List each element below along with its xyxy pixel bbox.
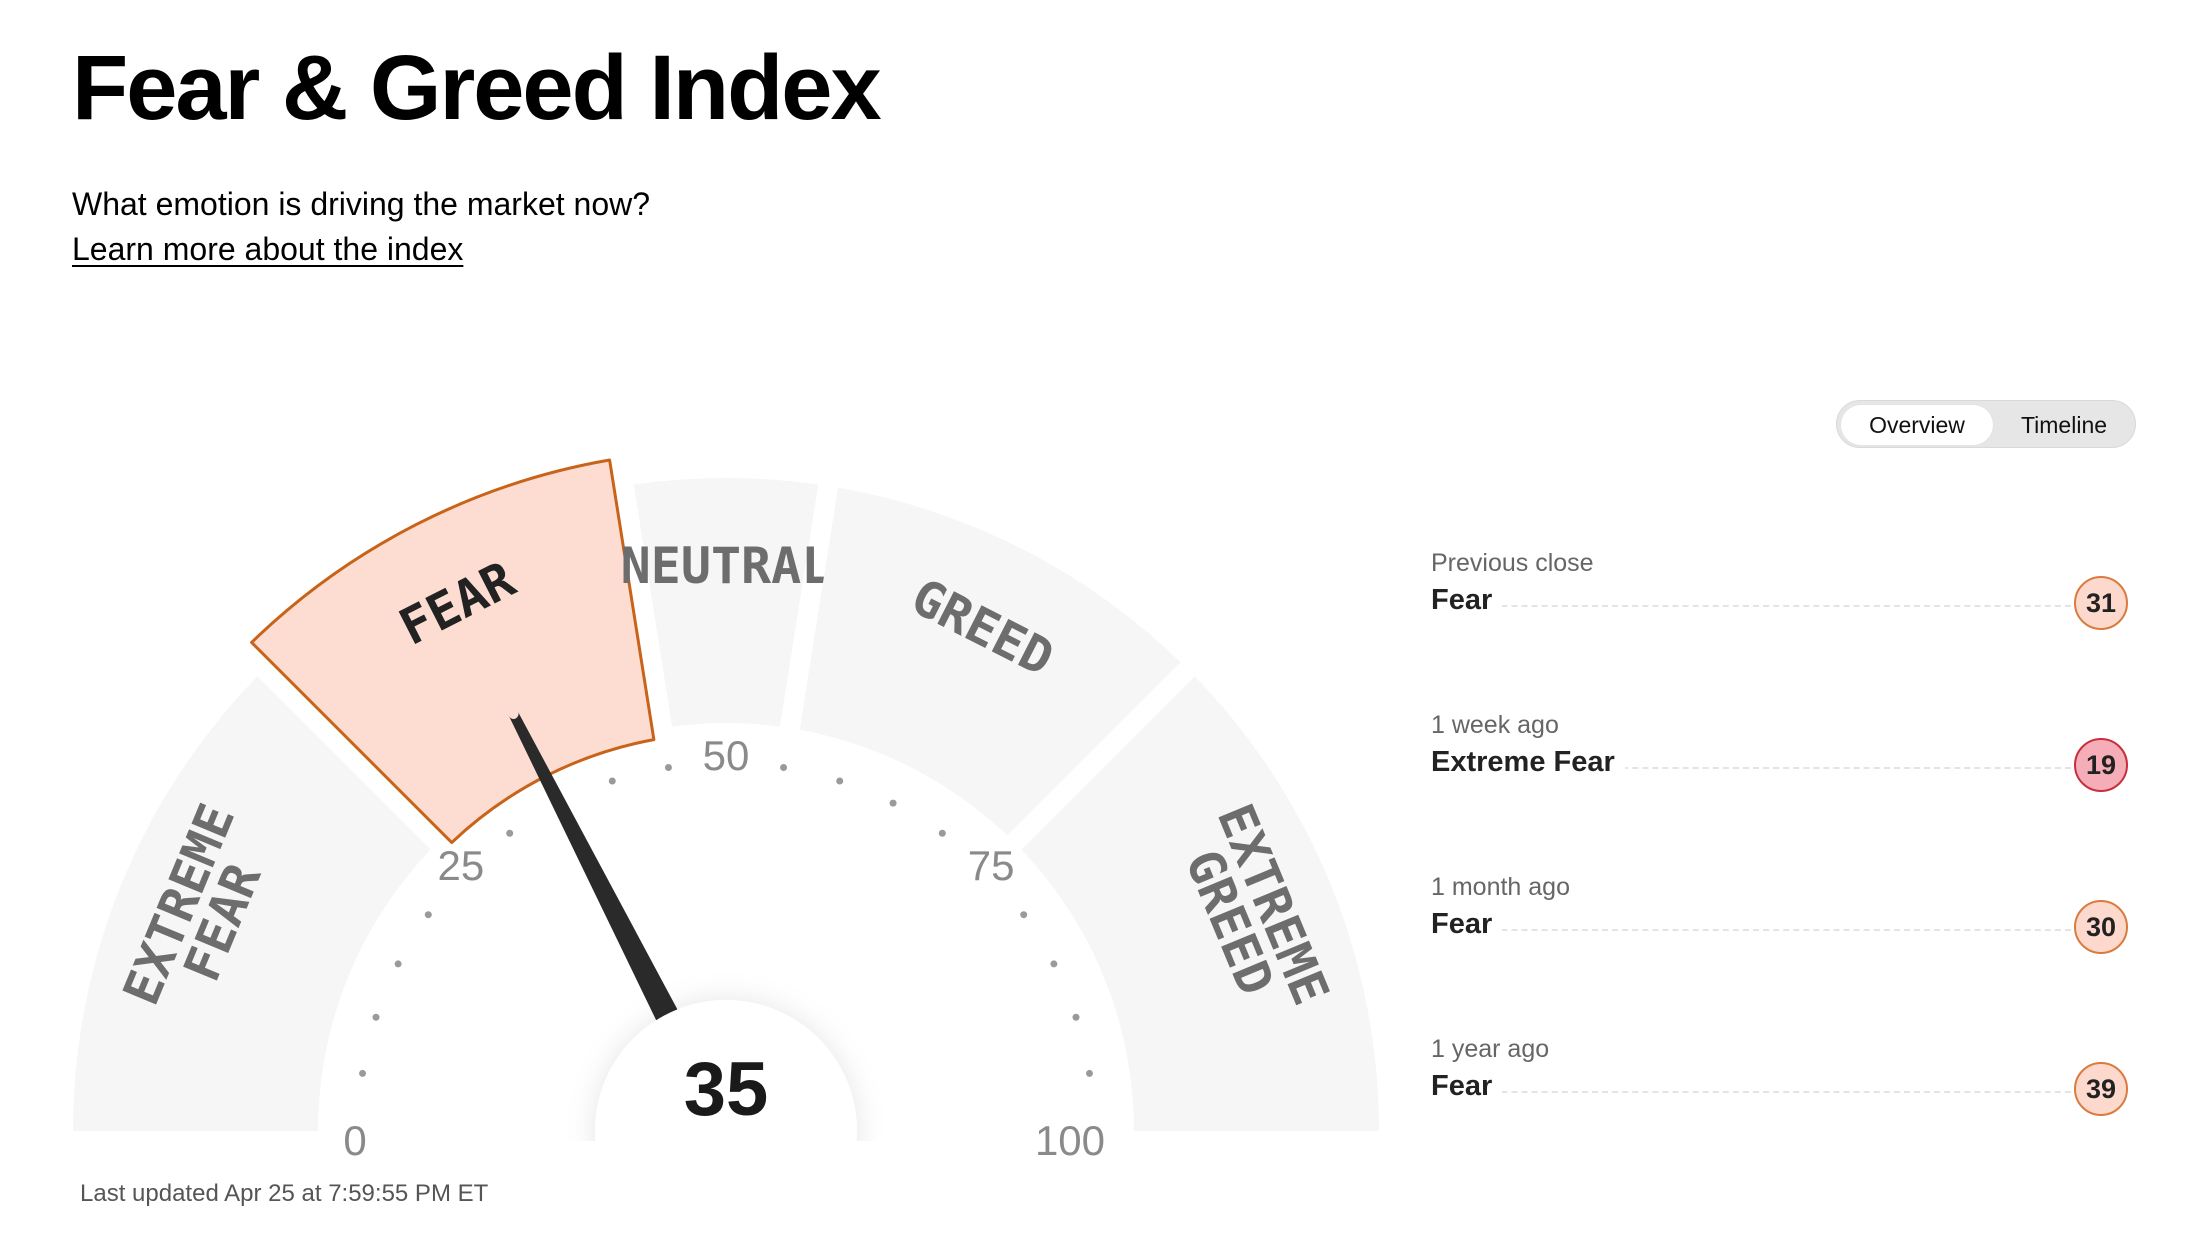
learn-more-link[interactable]: Learn more about the index <box>72 231 464 267</box>
gauge-dot <box>664 764 672 772</box>
gauge-zone-fear: FEAR <box>250 458 656 845</box>
gauge-value: 35 <box>683 1047 769 1132</box>
history-score-badge: 39 <box>2074 1062 2128 1116</box>
gauge-tick-label: 100 <box>1035 1117 1105 1164</box>
gauge-dot <box>1085 1069 1093 1077</box>
gauge-tick-label: 0 <box>343 1117 366 1164</box>
history-item-1-year: 1 year ago Fear 39 <box>1431 1033 2131 1153</box>
gauge-zone-neutral: NEUTRAL <box>621 478 832 727</box>
history-label: 1 month ago <box>1431 873 1570 901</box>
history-label: 1 week ago <box>1431 711 1559 739</box>
view-toggle: Overview Timeline <box>1836 400 2136 448</box>
gauge-dot <box>1050 960 1058 968</box>
dashed-leader <box>1431 929 2081 931</box>
gauge-needle <box>509 711 703 1068</box>
gauge-dot <box>1020 911 1028 919</box>
history-item-previous-close: Previous close Fear 31 <box>1431 547 2131 667</box>
dashed-leader <box>1431 767 2081 769</box>
history-label: Previous close <box>1431 549 1594 577</box>
history-item-1-week: 1 week ago Extreme Fear 19 <box>1431 709 2131 829</box>
gauge-tick-label: 25 <box>437 842 484 889</box>
gauge-dot <box>394 960 402 968</box>
gauge-dot <box>836 777 844 785</box>
overview-tab[interactable]: Overview <box>1841 405 1993 445</box>
history-rating: Fear <box>1431 905 1503 943</box>
history-item-1-month: 1 month ago Fear 30 <box>1431 871 2131 991</box>
history-score-badge: 31 <box>2074 576 2128 630</box>
gauge-dot <box>372 1013 380 1021</box>
history-rating: Fear <box>1431 1067 1503 1105</box>
gauge-dot <box>424 911 432 919</box>
history-label: 1 year ago <box>1431 1035 1550 1063</box>
dashed-leader <box>1431 605 2081 607</box>
gauge-dot <box>1072 1013 1080 1021</box>
page-title: Fear & Greed Index <box>72 37 882 139</box>
timeline-tab[interactable]: Timeline <box>2020 412 2108 438</box>
gauge-dot <box>780 764 788 772</box>
gauge-zone-greed: GREED <box>799 487 1181 836</box>
last-updated: Last updated Apr 25 at 7:59:55 PM ET <box>80 1180 489 1207</box>
gauge-dot <box>506 829 514 837</box>
gauge-dot <box>938 829 946 837</box>
gauge-dot <box>359 1069 367 1077</box>
gauge-dot <box>889 799 897 807</box>
gauge-zone-label: NEUTRAL <box>621 537 832 595</box>
gauge-tick-label: 75 <box>968 842 1015 889</box>
page-subtitle: What emotion is driving the market now? <box>72 186 651 222</box>
history-rating: Extreme Fear <box>1431 743 1625 781</box>
gauge-tick-label: 50 <box>703 732 750 779</box>
dashed-leader <box>1431 1091 2081 1093</box>
gauge-hub <box>595 1000 857 1141</box>
gauge-dot <box>608 777 616 785</box>
history-score-badge: 30 <box>2074 900 2128 954</box>
history-rating: Fear <box>1431 581 1503 619</box>
history-score-badge: 19 <box>2074 738 2128 792</box>
